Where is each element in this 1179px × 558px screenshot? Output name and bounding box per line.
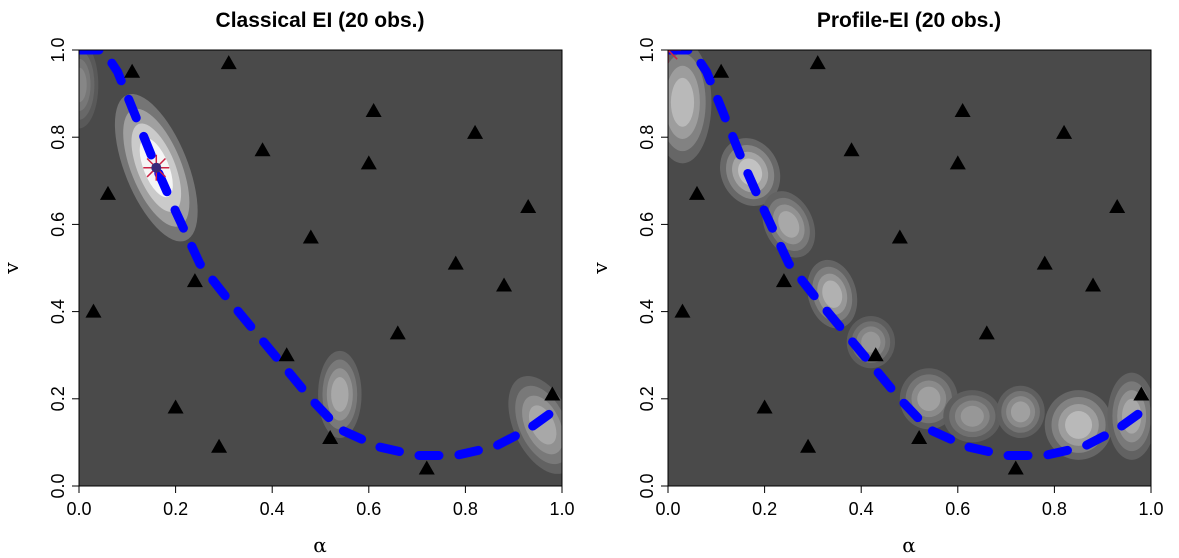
best-point-dot: [151, 162, 162, 173]
contour-band: [1010, 401, 1031, 423]
y-tick-label: 0.8: [637, 125, 657, 150]
y-tick-label: 0.4: [637, 299, 657, 324]
x-tick-label: 0.2: [752, 499, 777, 519]
observation-point: [467, 124, 484, 139]
x-tick-label: 0.4: [849, 499, 874, 519]
chart-title: Classical EI (20 obs.): [216, 9, 425, 32]
observation-point: [322, 430, 339, 445]
observation-point: [418, 460, 435, 475]
observation-point: [1085, 277, 1102, 292]
minimum-curve: [79, 50, 557, 460]
observation-point: [520, 198, 537, 213]
observation-point: [389, 325, 406, 340]
observation-point: [1109, 198, 1126, 213]
observation-point: [124, 63, 141, 78]
contour-band: [822, 280, 843, 308]
observation-point: [911, 430, 928, 445]
observation-point: [496, 277, 513, 292]
best-point-ray: [668, 50, 678, 60]
observation-point: [1133, 386, 1150, 401]
x-tick-label: 1.0: [549, 499, 574, 519]
observation-point: [302, 229, 319, 244]
x-axis-label: α: [313, 533, 327, 557]
best-point-marker: [143, 154, 170, 181]
y-tick-label: 1.0: [48, 37, 68, 62]
y-tick-label: 0.6: [637, 212, 657, 237]
observation-point: [775, 273, 792, 288]
x-tick-label: 0.4: [260, 499, 285, 519]
observation-point: [99, 185, 116, 200]
observation-point: [674, 303, 691, 318]
observation-point: [949, 155, 966, 170]
observation-point: [756, 399, 773, 414]
x-tick-label: 0.8: [1042, 499, 1067, 519]
observation-point: [447, 255, 464, 270]
observation-point: [867, 347, 884, 362]
panel-profile-ei: Profile-EI (20 obs.) 0.0 0.2 0.4 0.6 0.8 1.0 …: [588, 9, 1164, 557]
observation-point: [1036, 255, 1053, 270]
observation-point: [211, 438, 228, 453]
x-tick-label: 0.0: [66, 499, 91, 519]
x-axis-label: α: [902, 533, 916, 557]
plot-frame: [78, 49, 563, 487]
observation-point: [186, 273, 203, 288]
curve-line: [668, 50, 1146, 460]
observation-point: [843, 142, 860, 157]
y-axis-label: v: [588, 262, 612, 275]
observation-point: [978, 325, 995, 340]
x-tick-label: 0.6: [356, 499, 381, 519]
observation-point: [800, 438, 817, 453]
observation-point: [167, 399, 184, 414]
plot-frame: [667, 49, 1152, 487]
y-axis: 0.0 0.2 0.4 0.6 0.8 1.0: [637, 37, 668, 499]
contour-band: [917, 386, 941, 412]
curve-line: [79, 50, 557, 460]
x-tick-label: 1.0: [1138, 499, 1163, 519]
y-tick-label: 0.0: [48, 473, 68, 498]
y-axis: 0.0 0.2 0.4 0.6 0.8 1.0: [48, 37, 79, 499]
y-tick-label: 0.2: [48, 386, 68, 411]
observation-point: [278, 347, 295, 362]
x-axis: 0.0 0.2 0.4 0.6 0.8 1.0: [66, 486, 575, 519]
observation-point: [360, 155, 377, 170]
observation-point: [688, 185, 705, 200]
contour-band: [960, 405, 984, 427]
minimum-curve: [668, 50, 1146, 460]
contour-band: [1065, 411, 1093, 439]
panel-classical-ei: Classical EI (20 obs.) 0.0 0.2 0.4 0.6 0.8 1.…: [0, 9, 575, 557]
observation-points: [674, 55, 1150, 475]
observation-point: [254, 142, 271, 157]
observation-point: [809, 55, 826, 70]
observation-point: [365, 103, 382, 118]
contour-band: [670, 77, 695, 127]
y-tick-label: 0.4: [48, 299, 68, 324]
observation-point: [220, 55, 237, 70]
chart-title: Profile-EI (20 obs.): [817, 9, 1001, 32]
y-tick-label: 0.8: [48, 125, 68, 150]
x-axis: 0.0 0.2 0.4 0.6 0.8 1.0: [655, 486, 1164, 519]
x-tick-label: 0.6: [945, 499, 970, 519]
x-tick-label: 0.2: [163, 499, 188, 519]
y-tick-label: 0.6: [48, 212, 68, 237]
observation-point: [891, 229, 908, 244]
observation-point: [544, 386, 561, 401]
x-tick-label: 0.8: [453, 499, 478, 519]
best-point-marker: [668, 50, 681, 63]
x-tick-label: 0.0: [655, 499, 680, 519]
y-tick-label: 1.0: [637, 37, 657, 62]
observation-point: [85, 303, 102, 318]
contour-band: [79, 67, 87, 103]
y-axis-label: v: [0, 262, 23, 275]
y-tick-label: 0.0: [637, 473, 657, 498]
observation-point: [1007, 460, 1024, 475]
observation-point: [713, 63, 730, 78]
contour-band: [331, 377, 349, 412]
observation-point: [954, 103, 971, 118]
observation-point: [1056, 124, 1073, 139]
observation-points: [85, 55, 561, 475]
y-tick-label: 0.2: [637, 386, 657, 411]
contour-band: [778, 211, 800, 238]
